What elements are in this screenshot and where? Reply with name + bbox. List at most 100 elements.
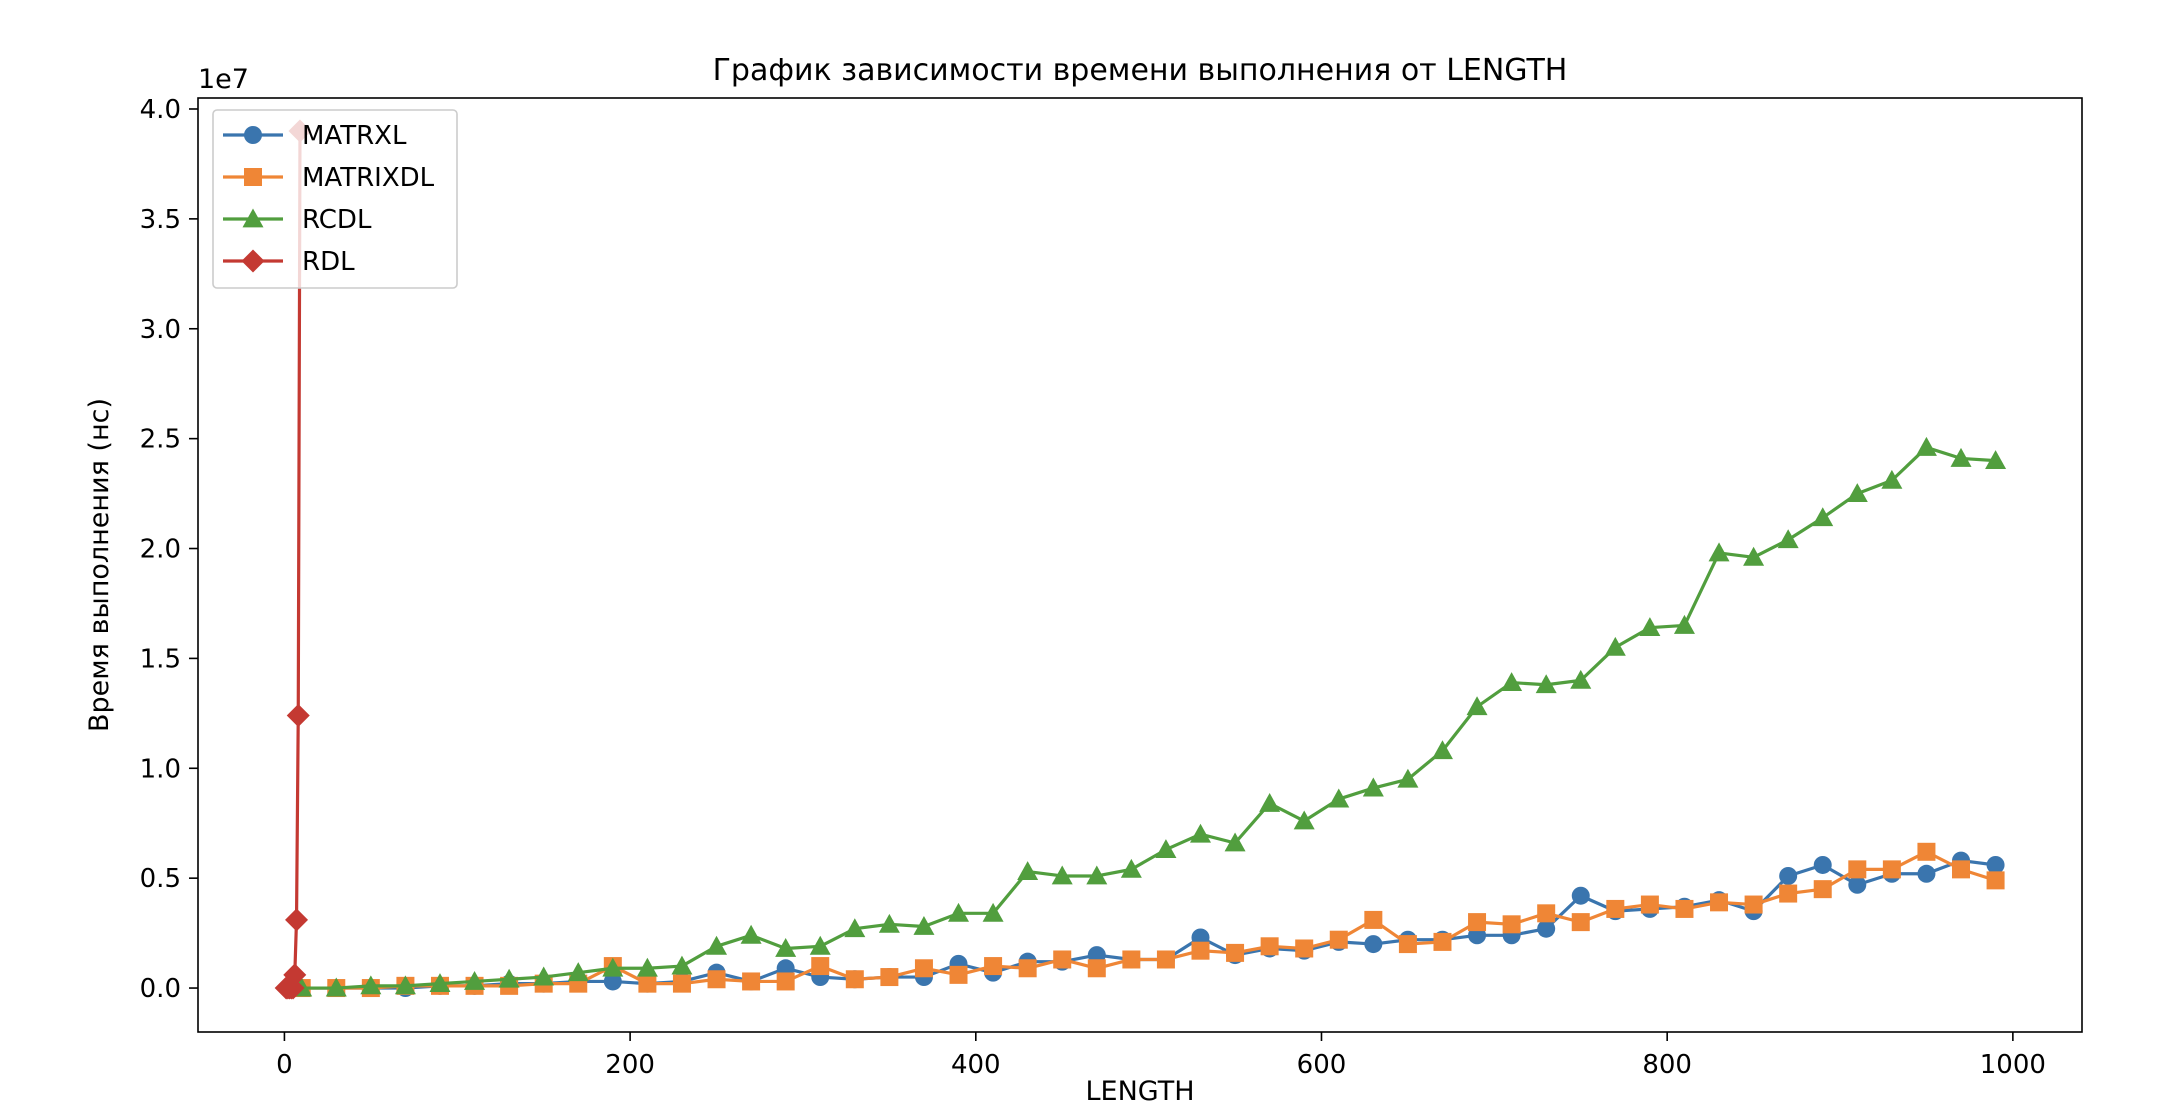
y-tick-label: 3.5 — [140, 205, 181, 235]
data-point-rcdl — [1051, 865, 1073, 885]
data-point-rcdl — [1881, 469, 1903, 489]
data-point-rcdl — [464, 970, 486, 990]
data-point-rcdl — [567, 962, 589, 982]
x-axis-label: LENGTH — [1085, 1076, 1194, 1106]
data-point-matrixdl — [1606, 899, 1625, 918]
data-point-rcdl — [636, 957, 658, 977]
y-tick-label: 0.5 — [140, 864, 181, 894]
y-tick-label: 4.0 — [140, 95, 181, 125]
data-point-matrixdl — [707, 970, 726, 989]
data-point-matrxl — [1813, 855, 1832, 874]
data-point-rcdl — [1017, 861, 1039, 880]
data-point-rcdl — [1120, 858, 1142, 878]
data-point-matrxl — [1848, 875, 1867, 894]
data-point-rcdl — [913, 916, 935, 935]
y-axis-offset-label: 1e7 — [198, 64, 249, 95]
data-point-rdl — [286, 704, 310, 728]
data-point-matrixdl — [880, 968, 899, 987]
data-point-matrixdl — [1018, 959, 1037, 978]
y-tick-label: 2.0 — [140, 535, 181, 565]
data-point-matrixdl — [742, 972, 761, 991]
data-point-matrixdl — [1848, 860, 1867, 879]
data-point-rcdl — [1985, 450, 2007, 470]
x-tick-label: 0 — [276, 1050, 293, 1080]
legend-item-matrixdl: MATRIXDL — [223, 163, 435, 193]
data-point-rcdl — [1466, 696, 1488, 716]
data-point-matrixdl — [1433, 932, 1452, 951]
data-point-rcdl — [1777, 529, 1799, 549]
x-tick-label: 200 — [605, 1050, 655, 1080]
data-point-matrixdl — [776, 972, 795, 991]
data-point-matrixdl — [811, 957, 830, 976]
data-point-rcdl — [533, 966, 555, 986]
data-point-matrixdl — [1156, 950, 1175, 969]
data-point-matrixdl — [638, 974, 657, 993]
data-point-matrxl — [1986, 855, 2005, 874]
legend-label: RDL — [302, 247, 355, 277]
data-point-rcdl — [1501, 672, 1523, 691]
data-point-matrixdl — [1537, 904, 1556, 923]
data-point-matrixdl — [1191, 941, 1210, 960]
data-point-matrixdl — [949, 965, 968, 984]
y-tick-label: 2.5 — [140, 425, 181, 455]
data-point-rcdl — [1846, 483, 1868, 502]
data-point-rcdl — [498, 968, 520, 988]
x-axis-ticks: 0 200 400 600 800 1000 — [276, 1032, 2046, 1080]
data-point-rcdl — [1915, 436, 1937, 456]
data-point-matrixdl — [1952, 860, 1971, 879]
data-point-rcdl — [1259, 792, 1281, 812]
data-point-matrixdl — [672, 974, 691, 993]
data-point-rcdl — [1604, 636, 1626, 656]
data-point-rcdl — [809, 935, 831, 955]
data-point-rcdl — [1570, 669, 1592, 689]
data-point-matrixdl — [1053, 950, 1072, 969]
legend-item-matrxl: MATRXL — [223, 121, 407, 151]
legend-item-rcdl: RCDL — [223, 205, 372, 235]
y-tick-label: 0.0 — [140, 974, 181, 1004]
series-layer — [274, 119, 2007, 1000]
data-point-rcdl — [740, 924, 762, 944]
data-point-rcdl — [1950, 447, 1972, 467]
data-point-matrixdl — [1813, 880, 1832, 899]
data-point-rcdl — [775, 937, 797, 957]
data-point-rcdl — [1812, 507, 1834, 527]
data-point-rcdl — [706, 935, 728, 955]
data-point-rcdl — [1708, 542, 1730, 562]
data-point-rcdl — [602, 957, 624, 977]
data-point-matrixdl — [1502, 915, 1521, 934]
data-point-rcdl — [325, 977, 347, 997]
data-point-rcdl — [360, 975, 382, 995]
legend-marker — [241, 249, 265, 273]
plot-frame — [197, 97, 2083, 1033]
data-point-rcdl — [1639, 617, 1661, 637]
data-point-matrixdl — [1087, 959, 1106, 978]
data-point-matrxl — [1537, 919, 1556, 938]
data-point-rcdl — [1673, 614, 1695, 634]
legend-marker — [244, 168, 262, 186]
data-point-rdl — [283, 963, 307, 987]
data-point-matrixdl — [1675, 899, 1694, 918]
data-point-rcdl — [1397, 768, 1419, 788]
data-point-rcdl — [982, 902, 1004, 922]
data-point-matrixdl — [845, 970, 864, 989]
y-tick-label: 1.0 — [140, 754, 181, 784]
y-axis-label: Время выполнения (нс) — [84, 398, 115, 732]
data-point-matrixdl — [1571, 913, 1590, 932]
data-point-rcdl — [844, 918, 866, 938]
legend-item-rdl: RDL — [223, 247, 355, 277]
legend-label: MATRXL — [302, 121, 407, 151]
legend-label: RCDL — [302, 205, 372, 235]
legend-marker — [244, 126, 262, 144]
data-point-rcdl — [1224, 832, 1246, 852]
data-point-matrixdl — [1295, 939, 1314, 958]
series-line-rcdl — [301, 445, 1996, 990]
x-tick-label: 600 — [1297, 1050, 1347, 1080]
data-point-matrixdl — [1744, 895, 1763, 914]
data-point-rcdl — [671, 955, 693, 975]
data-point-matrixdl — [1779, 884, 1798, 903]
data-point-rcdl — [1293, 810, 1315, 830]
data-point-rcdl — [1431, 740, 1453, 760]
data-point-matrxl — [603, 972, 622, 991]
data-point-rdl — [285, 908, 309, 932]
